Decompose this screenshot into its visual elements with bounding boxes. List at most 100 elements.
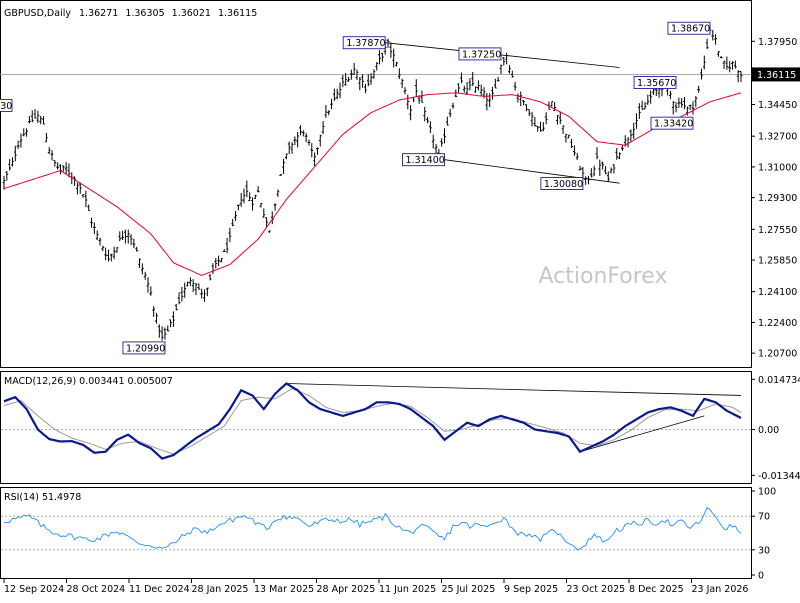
price-bar: [702, 55, 706, 70]
svg-text:1.37870: 1.37870: [346, 38, 385, 49]
trendline-layer: [385, 42, 620, 184]
price-bar: [290, 142, 294, 154]
price-bar: [259, 202, 263, 208]
candles-layer: [2, 23, 743, 341]
macd-trendline: [286, 383, 742, 396]
price-bar: [16, 140, 20, 149]
price-bar: [191, 279, 195, 293]
price-bar: [369, 73, 373, 85]
price-bar: [180, 286, 184, 302]
svg-text:1.35670: 1.35670: [637, 78, 676, 89]
ohlc-low: 1.36021: [172, 8, 211, 19]
price-bar: [361, 74, 365, 88]
price-bar: [364, 83, 367, 94]
price-bar: [205, 287, 209, 297]
price-bar: [728, 61, 732, 73]
watermark-text: ActionForex: [539, 264, 668, 289]
price-bar: [64, 161, 68, 174]
price-bar: [589, 168, 593, 178]
price-bar: [129, 234, 133, 245]
price-bar: [248, 192, 252, 202]
price-bar: [592, 165, 596, 177]
price-bar: [423, 106, 427, 122]
x-tick-label: 13 Mar 2025: [254, 584, 314, 595]
macd-label: MACD(12,26,9) 0.003441 0.005007: [4, 376, 173, 387]
price-bar: [395, 61, 398, 67]
price-bar: [327, 110, 331, 116]
price-bar: [347, 76, 350, 82]
price-bar: [725, 56, 729, 70]
price-bar: [47, 147, 51, 155]
price-bar: [273, 203, 277, 211]
price-bar: [112, 246, 116, 260]
price-bar: [491, 86, 494, 100]
macd-main-line: [3, 382, 742, 460]
price-bar: [719, 55, 723, 59]
price-bar: [488, 93, 492, 107]
price-bar: [685, 106, 689, 116]
price-bar: [304, 133, 308, 143]
price-bar: [522, 100, 525, 106]
price-bar: [33, 109, 37, 119]
price-bar: [643, 101, 647, 110]
price-bar: [341, 75, 345, 88]
price-trendline: [385, 42, 620, 68]
price-bar: [572, 145, 576, 156]
price-bar: [711, 29, 715, 41]
price-bar: [2, 175, 6, 190]
price-bar: [697, 85, 701, 93]
price-bar: [166, 325, 170, 332]
price-level-label: 1.35670: [633, 76, 677, 89]
price-bar: [59, 164, 62, 175]
price-bar: [316, 147, 319, 155]
price-bar: [669, 90, 672, 100]
price-bar: [412, 97, 415, 103]
price-bar: [146, 277, 150, 293]
price-bar: [183, 282, 187, 298]
price-bar: [635, 113, 638, 129]
chart-header: GBPUSD,Daily 1.36271 1.36305 1.36021 1.3…: [4, 8, 257, 19]
price-bar: [646, 94, 650, 105]
price-bar: [637, 103, 641, 119]
price-tick-label: 1.29300: [758, 193, 797, 204]
price-bar: [649, 90, 653, 104]
rsi-line: [3, 507, 742, 551]
price-bar: [587, 175, 590, 185]
price-bar: [163, 327, 167, 340]
price-bar: [11, 157, 14, 167]
price-bar: [299, 125, 302, 136]
svg-text:1.20990: 1.20990: [126, 343, 165, 354]
price-bar: [671, 100, 675, 115]
price-bar: [56, 162, 60, 170]
price-bar: [493, 78, 497, 89]
price-bar: [352, 62, 356, 75]
price-level-label: 1.37870: [342, 36, 386, 49]
svg-text:1.31400: 1.31400: [406, 155, 445, 166]
x-tick-label: 11 Jun 2025: [379, 584, 436, 595]
price-bar: [386, 38, 390, 48]
price-bar: [451, 102, 455, 109]
price-bar: [107, 249, 110, 262]
price-bar: [527, 109, 531, 116]
price-bar: [239, 192, 243, 207]
price-bar: [349, 69, 353, 80]
x-tick-label: 25 Jul 2025: [442, 584, 496, 595]
price-bar: [606, 171, 610, 183]
price-bar: [310, 143, 314, 158]
price-bar: [519, 91, 523, 107]
price-bar: [496, 77, 500, 82]
price-bar: [462, 85, 466, 93]
price-bar: [78, 182, 82, 194]
price-bar: [101, 245, 105, 252]
price-tick-label: 1.34450: [758, 100, 797, 111]
moving-average-line: [3, 92, 742, 276]
price-bar: [479, 84, 483, 97]
price-bar: [366, 74, 370, 87]
price-bar: [236, 204, 240, 211]
price-bar: [722, 60, 726, 70]
price-bar: [392, 48, 396, 68]
rsi-label: RSI(14) 51.4978: [4, 492, 81, 503]
price-bar: [448, 108, 452, 118]
price-bar: [533, 117, 537, 127]
